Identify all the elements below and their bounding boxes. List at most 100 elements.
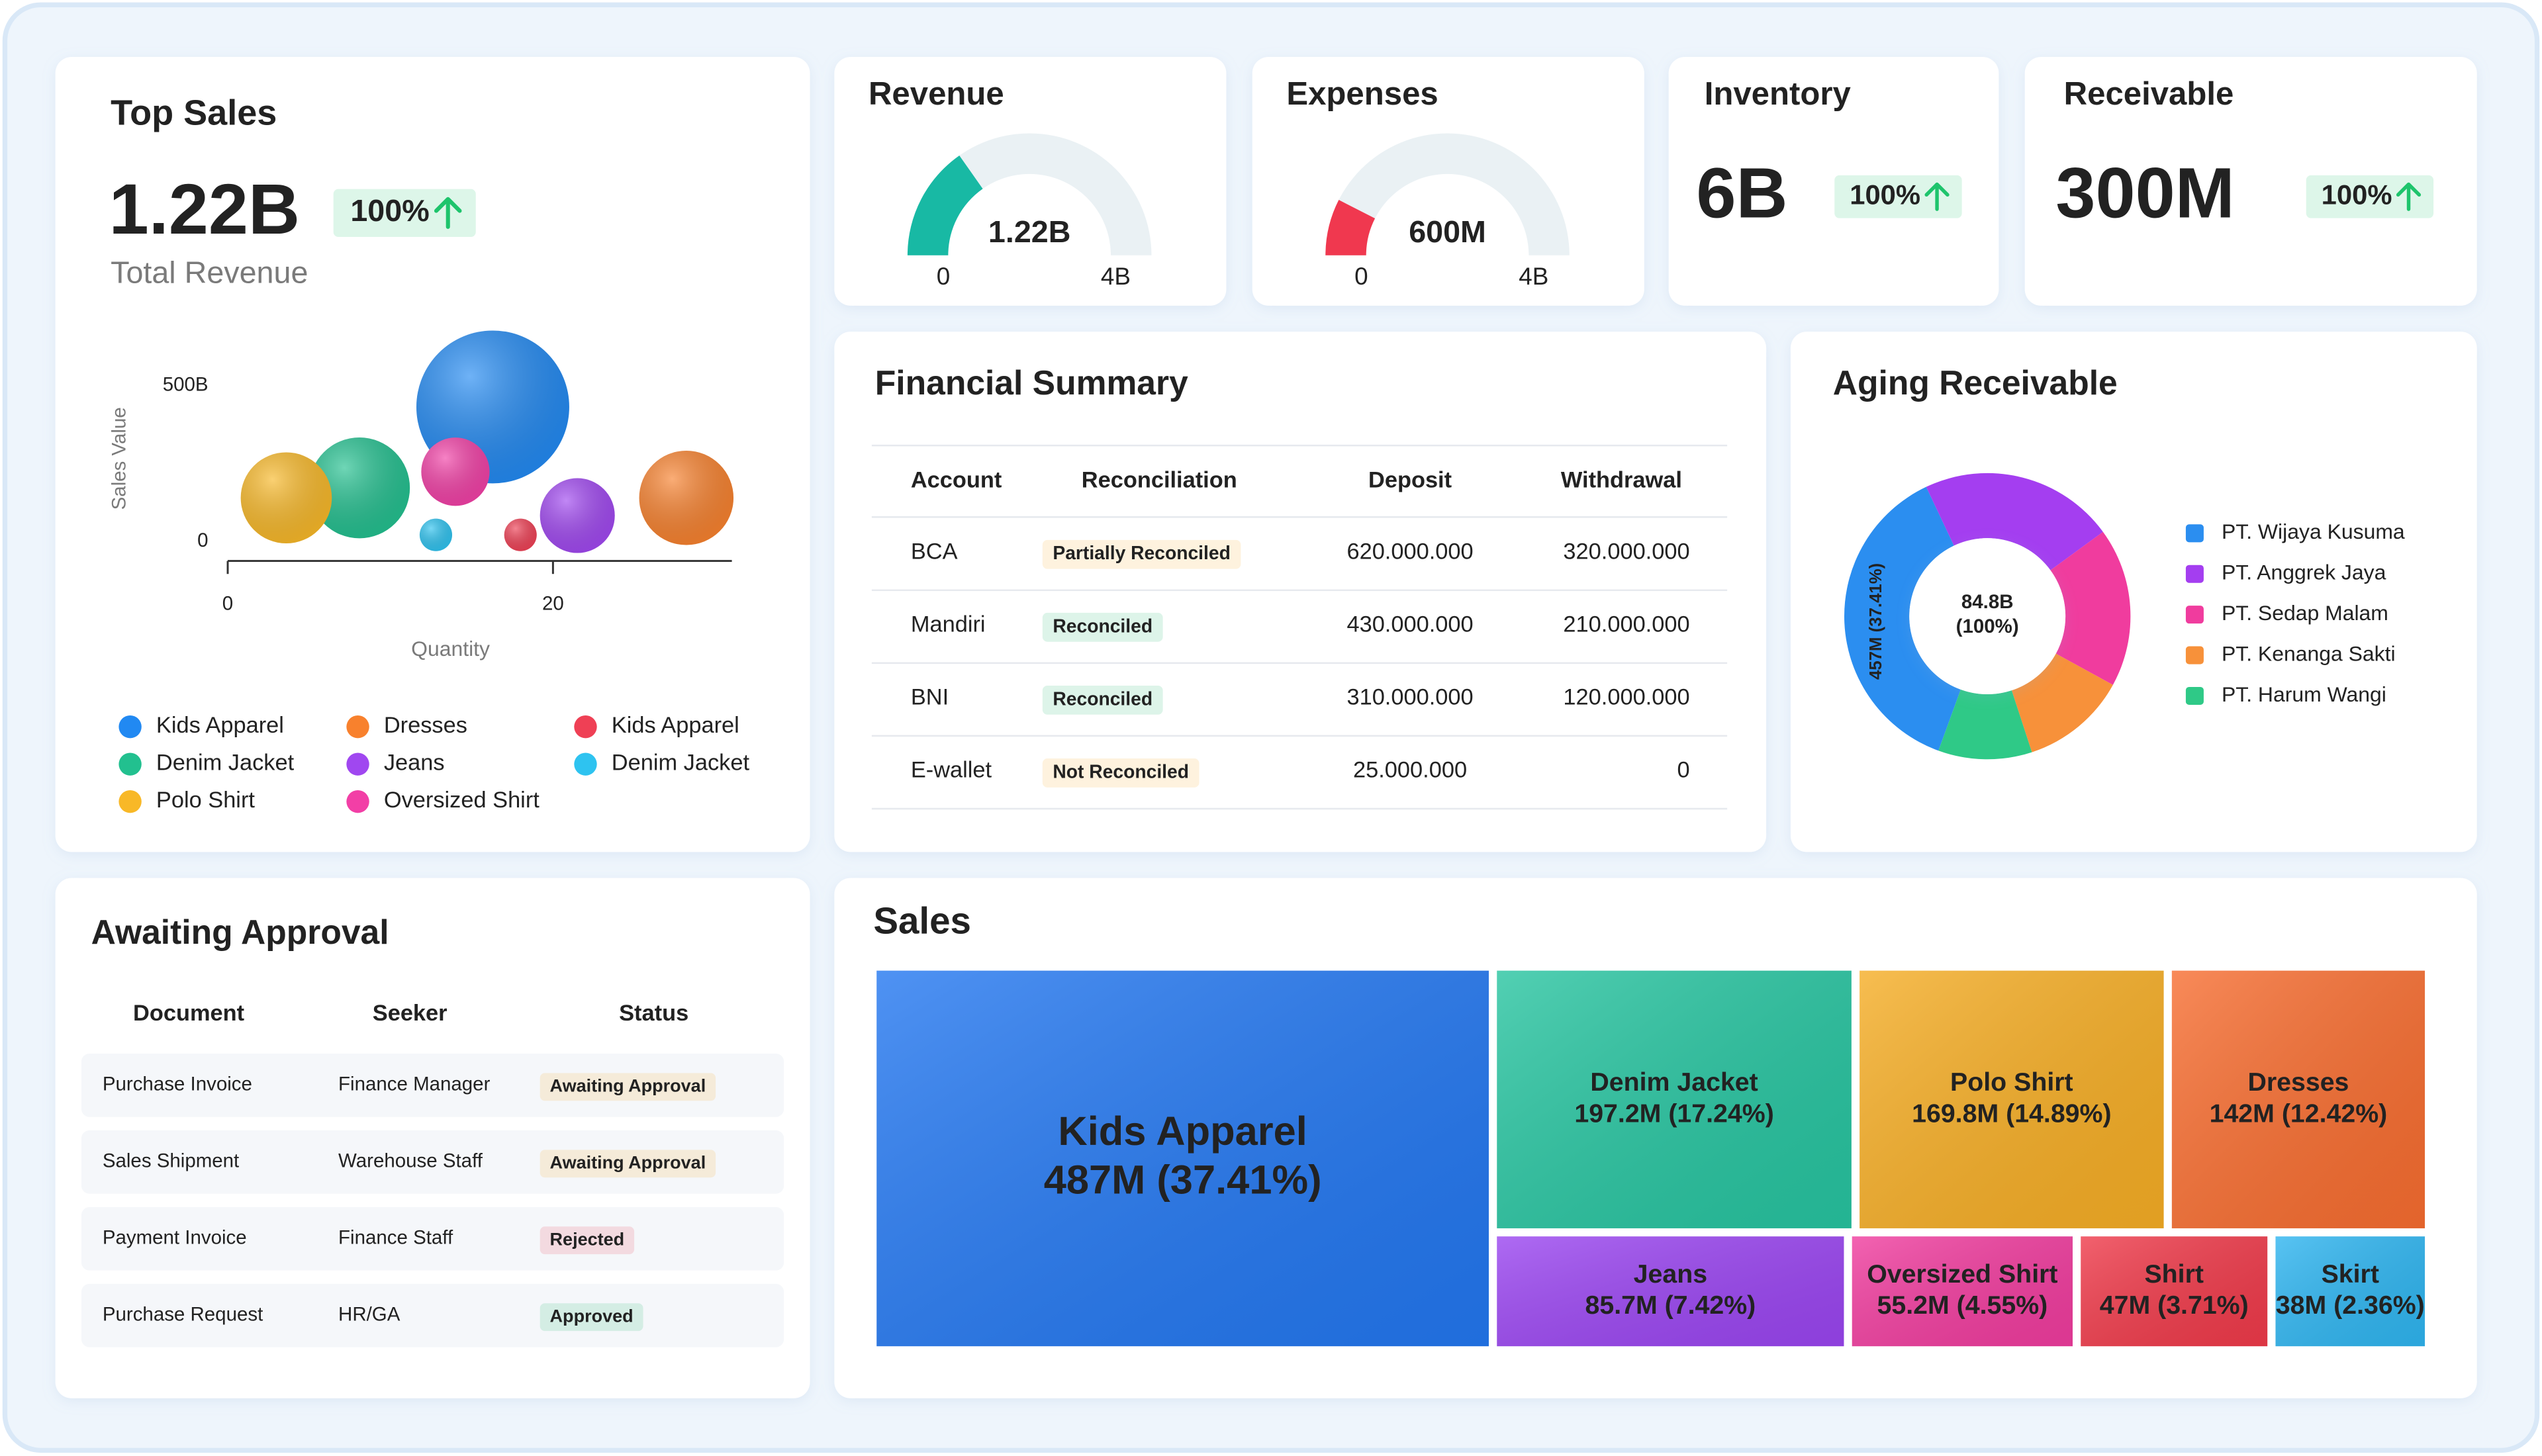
table-cell: BNI (911, 684, 949, 709)
badge (1042, 685, 1163, 715)
table-cell: Sales Shipment (103, 1150, 239, 1172)
gauge-tick-label: 0 (1354, 263, 1368, 290)
tile-sheen (1497, 970, 1852, 1228)
tile-sheen (1497, 1236, 1844, 1347)
legend-label: Denim Jacket (156, 751, 295, 776)
gauge-track (1325, 133, 1570, 255)
gauge-tick-label: 0 (937, 263, 951, 290)
legend-marker (346, 715, 369, 739)
tile-label: Jeans (1634, 1259, 1707, 1289)
legend-marker (574, 752, 597, 776)
card-title: Receivable (2064, 76, 2234, 112)
gauge-track (907, 133, 1152, 255)
badge-label: Reconciled (1053, 688, 1153, 709)
gauge-value: 600M (1409, 214, 1486, 249)
table-cell: Finance Manager (338, 1073, 491, 1095)
card-title: Revenue (869, 76, 1004, 112)
table-cell: 430.000.000 (1346, 612, 1473, 637)
legend-marker (118, 752, 142, 776)
legend-label: Jeans (384, 751, 445, 776)
table-row (81, 1130, 784, 1194)
table-cell: Payment Invoice (103, 1227, 247, 1249)
legend-marker (346, 752, 369, 776)
card-title: Awaiting Approval (91, 913, 389, 951)
x-tick-label: 20 (542, 593, 564, 615)
card-title: Expenses (1286, 76, 1438, 112)
gauge-tick-label: 4B (1101, 263, 1131, 290)
table-cell: 210.000.000 (1563, 612, 1689, 637)
badge (1042, 539, 1241, 569)
badge-label: Reconciled (1053, 615, 1153, 636)
tile-value: 487M (37.41%) (1044, 1157, 1322, 1203)
arrow-up-icon (434, 197, 462, 229)
legend-label: Denim Jacket (612, 751, 750, 776)
bubble (421, 437, 490, 506)
tile-value: 142M (12.42%) (2210, 1099, 2388, 1128)
tile-label: Skirt (2322, 1259, 2379, 1289)
donut-segment (2011, 653, 2113, 752)
center-label: 84.8B (1961, 591, 2014, 613)
card-title: Sales (873, 899, 971, 941)
legend-label: Oversized Shirt (384, 788, 540, 813)
table-row (81, 1053, 784, 1117)
tile-value: 38M (2.36%) (2276, 1291, 2425, 1320)
tile-sheen (2171, 970, 2425, 1228)
legend-label: PT. Kenanga Sakti (2222, 641, 2396, 665)
badge (333, 189, 476, 238)
legend-marker (2185, 646, 2204, 664)
table-cell: Finance Staff (338, 1227, 453, 1249)
table-row (81, 1283, 784, 1347)
legend-label: PT. Wijaya Kusuma (2222, 520, 2405, 543)
table-cell: Purchase Invoice (103, 1073, 252, 1095)
table-header: Withdrawal (1561, 467, 1682, 492)
badge (1042, 612, 1163, 642)
tile-label: Denim Jacket (1590, 1068, 1758, 1097)
segment-label: 457M (37.41%) (1867, 563, 1885, 680)
legend-marker (2185, 565, 2204, 583)
table-cell: Mandiri (911, 612, 986, 637)
x-tick-label: 0 (222, 593, 233, 615)
legend-marker (118, 790, 142, 813)
legend-label: Kids Apparel (156, 713, 284, 738)
gauge-tick-label: 4B (1519, 263, 1548, 290)
y-tick-label: 0 (197, 529, 208, 551)
bubble (504, 518, 537, 551)
table-header: Deposit (1368, 467, 1452, 492)
table-cell: 620.000.000 (1346, 539, 1473, 564)
table-cell: 310.000.000 (1346, 684, 1473, 709)
legend-label: PT. Anggrek Jaya (2222, 561, 2386, 584)
table-header: Status (619, 1001, 688, 1026)
badge (540, 1150, 716, 1178)
tile-value: 85.7M (7.42%) (1585, 1291, 1756, 1320)
badge (540, 1303, 643, 1332)
kpi-subtitle: Total Revenue (111, 255, 308, 290)
legend-label: PT. Sedap Malam (2222, 601, 2388, 625)
tile-sheen (2275, 1236, 2425, 1347)
table-cell: 0 (1677, 758, 1689, 783)
card-title: Inventory (1705, 76, 1852, 112)
legend-marker (2185, 606, 2204, 624)
card (834, 332, 1767, 852)
legend-label: PT. Harum Wangi (2222, 682, 2386, 706)
badge-label: 100% (350, 193, 429, 228)
badge-label: 100% (1850, 179, 1920, 210)
center-sublabel: (100%) (1956, 615, 2019, 637)
legend-marker (346, 790, 369, 813)
tile-label: Kids Apparel (1058, 1109, 1307, 1154)
kpi-value: 6B (1696, 152, 1787, 232)
card (1668, 56, 1999, 306)
card-title: Top Sales (111, 93, 277, 133)
donut-segment (1938, 689, 2032, 760)
badge (540, 1073, 716, 1101)
badge-label: Not Reconciled (1053, 760, 1189, 782)
table-cell: 320.000.000 (1563, 539, 1689, 564)
bubble (639, 451, 734, 545)
table-header: Document (133, 1001, 245, 1026)
donut-segment (2050, 531, 2131, 685)
table-cell: 120.000.000 (1563, 684, 1689, 709)
table-header: Seeker (373, 1001, 447, 1026)
tile-value: 47M (3.71%) (2100, 1291, 2249, 1320)
table-cell: BCA (911, 539, 958, 564)
badge-label: 100% (2322, 179, 2392, 210)
